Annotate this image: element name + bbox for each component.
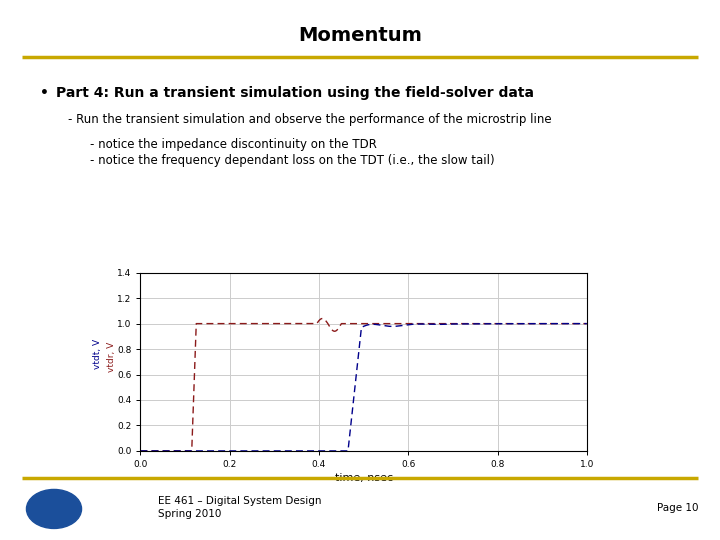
Text: - Run the transient simulation and observe the performance of the microstrip lin: - Run the transient simulation and obser… (68, 113, 552, 126)
Text: vtdt, V: vtdt, V (93, 339, 102, 369)
Text: vtdr, V: vtdr, V (107, 341, 116, 372)
X-axis label: time, nsec: time, nsec (335, 473, 392, 483)
Text: Momentum: Momentum (298, 25, 422, 45)
Text: - notice the frequency dependant loss on the TDT (i.e., the slow tail): - notice the frequency dependant loss on… (90, 154, 495, 167)
Text: - notice the impedance discontinuity on the TDR: - notice the impedance discontinuity on … (90, 138, 377, 151)
Text: Part 4: Run a transient simulation using the field-solver data: Part 4: Run a transient simulation using… (56, 86, 534, 100)
Text: Page 10: Page 10 (657, 503, 698, 512)
Text: Spring 2010: Spring 2010 (158, 509, 222, 519)
Ellipse shape (27, 489, 81, 529)
Text: •: • (40, 86, 48, 100)
Text: EE 461 – Digital System Design: EE 461 – Digital System Design (158, 496, 322, 506)
